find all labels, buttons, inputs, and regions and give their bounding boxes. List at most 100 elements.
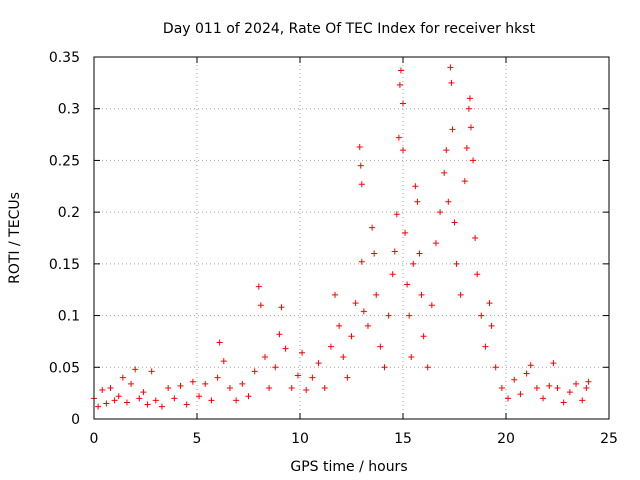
data-point: [321, 384, 328, 391]
data-point: [352, 300, 359, 307]
data-point: [266, 384, 273, 391]
data-point: [107, 384, 114, 391]
data-point: [443, 147, 450, 154]
data-point: [414, 198, 421, 205]
data-point: [371, 250, 378, 257]
data-point: [278, 304, 285, 311]
x-axis-label: GPS time / hours: [290, 459, 407, 475]
data-point: [99, 387, 106, 394]
data-point: [395, 134, 402, 141]
data-point: [140, 389, 147, 396]
data-point: [550, 360, 557, 367]
data-point: [389, 271, 396, 278]
data-point: [498, 384, 505, 391]
data-point: [189, 378, 196, 385]
data-point: [445, 198, 452, 205]
data-point: [233, 397, 240, 404]
data-point: [466, 95, 473, 102]
grid-lines: [94, 57, 609, 419]
data-point: [132, 366, 139, 373]
data-point: [470, 157, 477, 164]
data-point: [261, 353, 268, 360]
data-point: [451, 219, 458, 226]
data-point: [517, 391, 524, 398]
data-point: [123, 399, 130, 406]
data-point: [554, 384, 561, 391]
data-point: [158, 403, 165, 410]
data-point: [583, 384, 590, 391]
axis-ticks: [93, 56, 610, 420]
data-point: [474, 271, 481, 278]
data-point: [511, 376, 518, 383]
data-point: [220, 358, 227, 365]
data-point: [448, 79, 455, 86]
data-point: [540, 395, 547, 402]
data-point: [251, 368, 258, 375]
y-tick-label: 0.1: [58, 309, 80, 325]
data-point: [115, 393, 122, 400]
data-point: [369, 224, 376, 231]
data-point: [128, 380, 135, 387]
x-tick-label: 20: [497, 431, 515, 447]
data-point: [393, 211, 400, 218]
data-point: [463, 145, 470, 152]
data-point: [183, 401, 190, 408]
data-point: [408, 353, 415, 360]
data-point: [472, 235, 479, 241]
data-point: [165, 384, 172, 391]
data-point: [119, 374, 126, 381]
data-point: [327, 343, 334, 350]
data-point: [360, 308, 367, 315]
y-tick-label: 0.05: [49, 360, 80, 376]
data-point: [358, 258, 365, 265]
x-tick-label: 25: [600, 431, 618, 447]
data-point: [402, 229, 409, 236]
data-point: [579, 397, 586, 404]
y-tick-label: 0.15: [49, 257, 80, 273]
data-point: [461, 178, 468, 185]
x-tick-label: 10: [291, 431, 309, 447]
data-point: [449, 126, 456, 133]
data-point: [216, 339, 223, 346]
data-point: [412, 183, 419, 190]
data-point: [573, 380, 580, 387]
data-point: [276, 331, 283, 338]
data-point: [453, 260, 460, 267]
data-point: [397, 67, 404, 74]
data-point: [420, 333, 427, 340]
x-tick-label: 15: [394, 431, 412, 447]
data-point: [546, 382, 553, 389]
data-point: [144, 401, 151, 408]
data-point: [416, 250, 423, 257]
data-point: [202, 380, 209, 387]
data-point: [441, 169, 448, 176]
data-point: [136, 395, 143, 402]
data-point: [95, 403, 102, 410]
data-point: [299, 349, 306, 356]
data-point: [208, 397, 215, 404]
data-point: [348, 333, 355, 340]
data-point: [356, 143, 363, 150]
data-point: [585, 378, 592, 385]
y-tick-label: 0.2: [58, 205, 80, 221]
data-point: [418, 291, 425, 298]
data-point: [488, 322, 495, 329]
y-tick-label: 0.35: [49, 50, 80, 66]
data-point: [404, 281, 411, 288]
data-point: [400, 100, 406, 107]
data-point: [196, 393, 203, 400]
chart-title: Day 011 of 2024, Rate Of TEC Index for r…: [163, 21, 536, 37]
data-point: [396, 81, 403, 88]
data-point: [148, 368, 155, 375]
data-point: [391, 248, 398, 255]
data-point: [282, 345, 289, 352]
data-point: [523, 370, 530, 377]
data-point: [492, 364, 499, 371]
data-point: [457, 291, 464, 298]
data-point: [294, 372, 301, 379]
y-tick-label: 0.25: [49, 153, 80, 169]
data-point: [214, 374, 221, 381]
x-tick-labels: 0 5 10 15 20 25: [90, 431, 618, 447]
data-point: [432, 240, 439, 247]
data-point: [332, 291, 339, 298]
